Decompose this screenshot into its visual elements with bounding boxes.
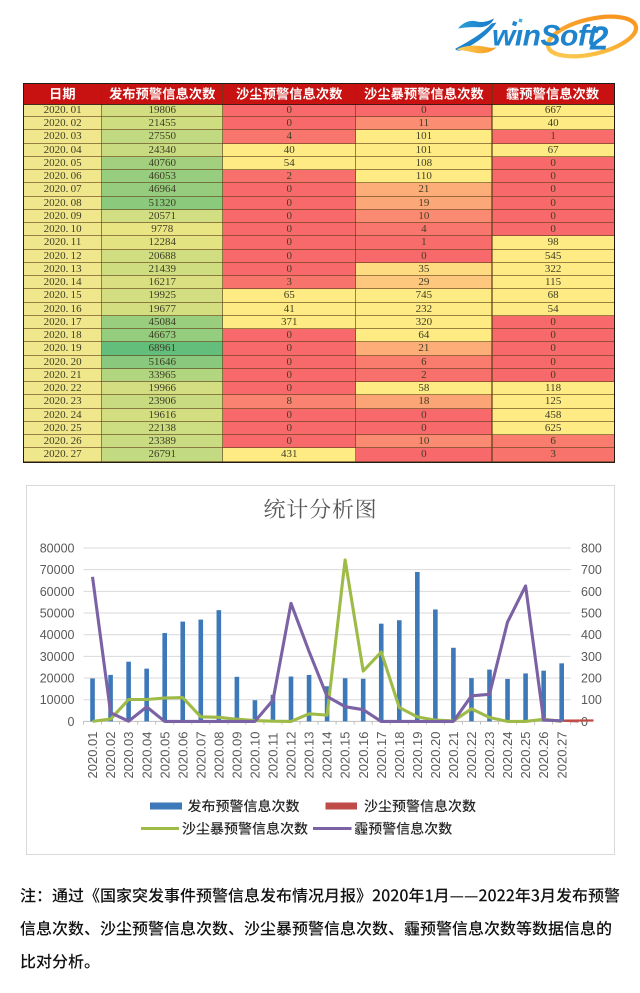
svg-text:2020.04: 2020.04 <box>139 732 154 779</box>
svg-text:2020.14: 2020.14 <box>320 732 335 779</box>
svg-text:2020.16: 2020.16 <box>356 732 371 779</box>
svg-text:2020.20: 2020.20 <box>428 732 443 779</box>
svg-text:20000: 20000 <box>40 672 75 686</box>
svg-text:100: 100 <box>581 693 602 707</box>
svg-text:300: 300 <box>581 650 602 664</box>
svg-text:50000: 50000 <box>40 606 75 620</box>
svg-text:2020.01: 2020.01 <box>85 732 100 779</box>
svg-text:2020.07: 2020.07 <box>193 732 208 779</box>
svg-text:2020.22: 2020.22 <box>464 732 479 779</box>
svg-text:2: 2 <box>589 20 609 57</box>
svg-text:70000: 70000 <box>40 563 75 577</box>
svg-text:2020.09: 2020.09 <box>230 732 245 779</box>
svg-text:2020.10: 2020.10 <box>248 732 263 779</box>
svg-text:0: 0 <box>581 715 588 729</box>
svg-text:400: 400 <box>581 628 602 642</box>
svg-text:40000: 40000 <box>40 628 75 642</box>
svg-text:700: 700 <box>581 563 602 577</box>
svg-text:600: 600 <box>581 585 602 599</box>
svg-text:2020.26: 2020.26 <box>536 732 551 779</box>
svg-text:2020.21: 2020.21 <box>446 732 461 779</box>
svg-text:2020.06: 2020.06 <box>175 732 190 779</box>
svg-text:200: 200 <box>581 672 602 686</box>
svg-text:2020.08: 2020.08 <box>211 732 226 779</box>
svg-text:2020.11: 2020.11 <box>266 732 281 778</box>
svg-text:wınSoft: wınSoft <box>492 19 599 52</box>
svg-text:80000: 80000 <box>40 541 75 555</box>
svg-text:0: 0 <box>68 715 75 729</box>
svg-text:500: 500 <box>581 606 602 620</box>
svg-text:2020.17: 2020.17 <box>374 732 389 779</box>
svg-text:2020.15: 2020.15 <box>338 732 353 779</box>
svg-text:2020.02: 2020.02 <box>103 732 118 779</box>
svg-text:60000: 60000 <box>40 585 75 599</box>
svg-text:2020.25: 2020.25 <box>518 732 533 779</box>
svg-text:2020.27: 2020.27 <box>554 732 569 779</box>
svg-text:2020.05: 2020.05 <box>157 732 172 779</box>
svg-text:30000: 30000 <box>40 650 75 664</box>
svg-text:2020.24: 2020.24 <box>500 732 515 779</box>
svg-text:2020.12: 2020.12 <box>284 732 299 779</box>
svg-text:2020.03: 2020.03 <box>121 732 136 779</box>
svg-text:2020.19: 2020.19 <box>410 732 425 779</box>
svg-text:2020.23: 2020.23 <box>482 732 497 779</box>
svg-text:2020.13: 2020.13 <box>302 732 317 779</box>
svg-text:2020.18: 2020.18 <box>392 732 407 779</box>
svg-text:10000: 10000 <box>40 693 75 707</box>
svg-text:800: 800 <box>581 541 602 555</box>
